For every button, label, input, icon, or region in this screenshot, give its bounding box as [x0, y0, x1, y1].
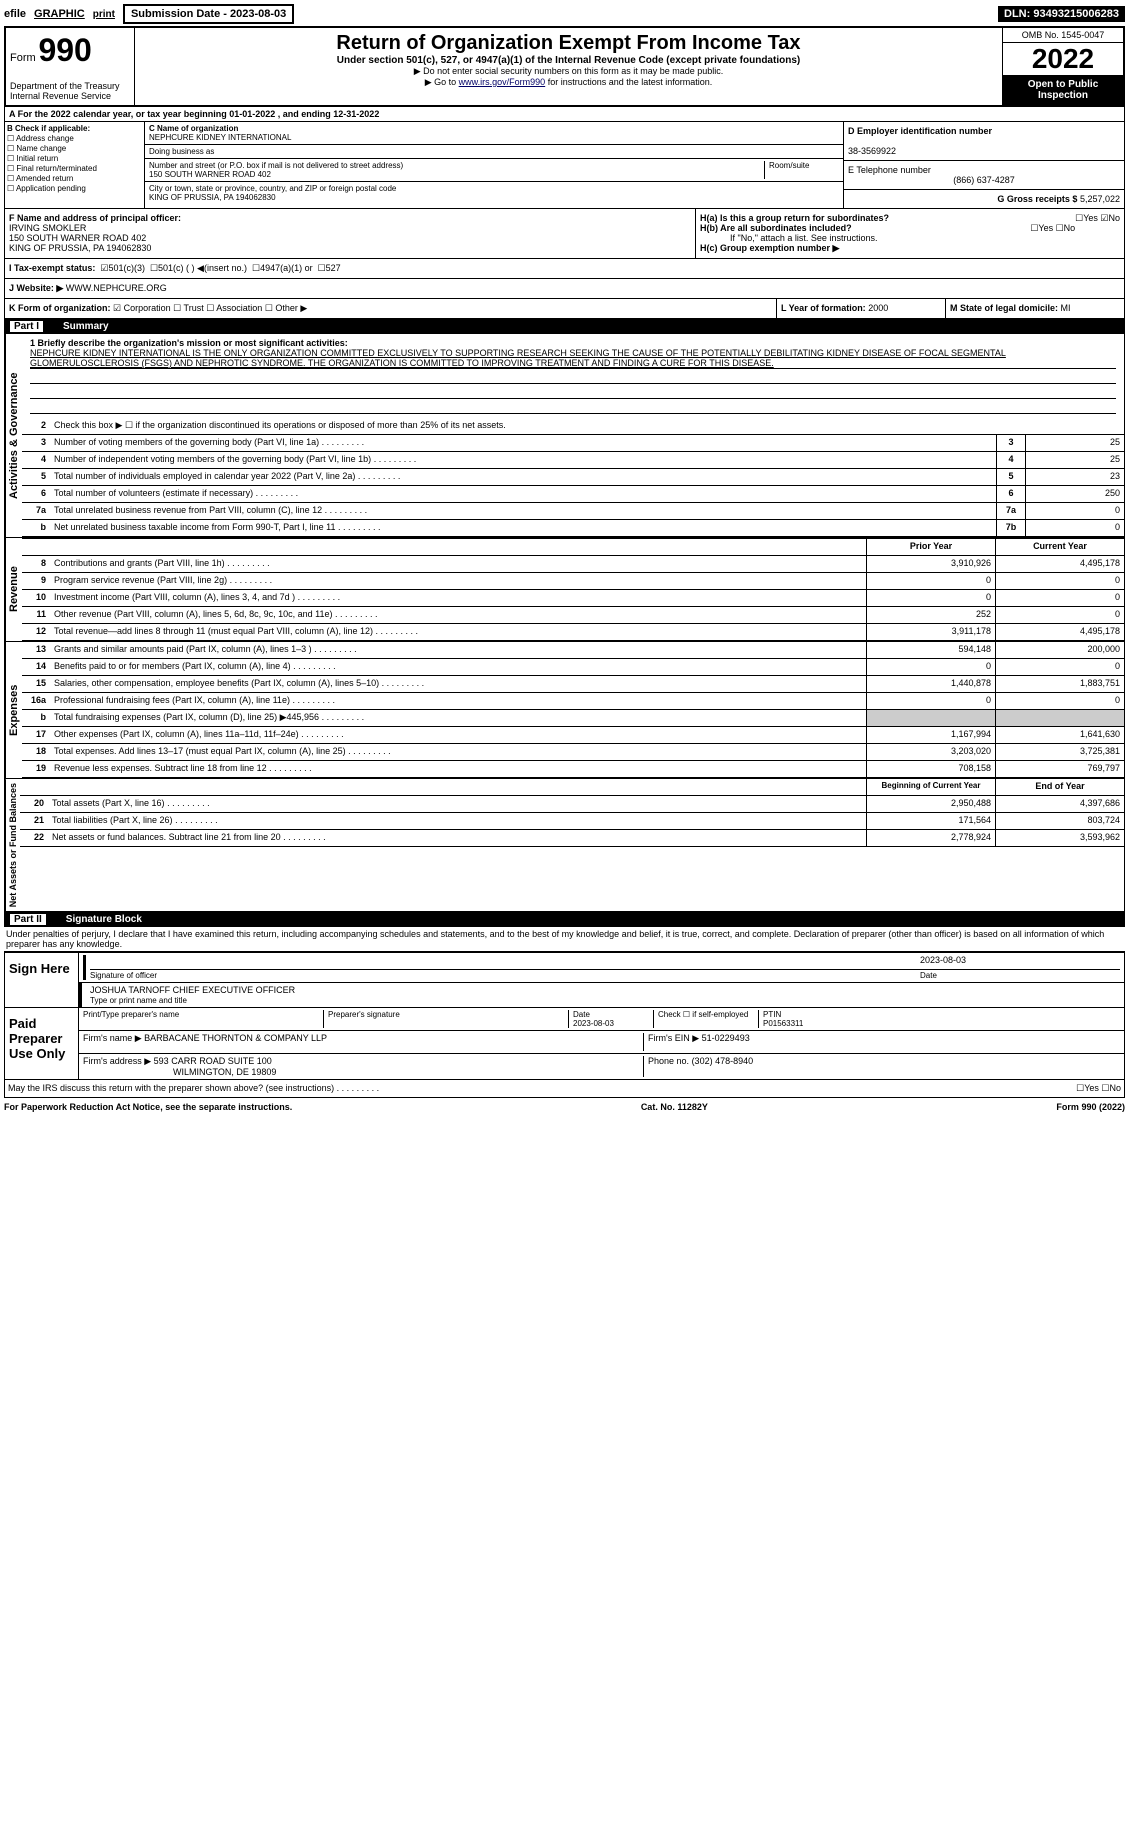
dln-label: DLN: 93493215006283	[998, 6, 1125, 22]
summary-line: 10Investment income (Part VIII, column (…	[22, 590, 1124, 607]
summary-line: 15Salaries, other compensation, employee…	[22, 676, 1124, 693]
website-url: WWW.NEPHCURE.ORG	[66, 283, 167, 294]
check-final[interactable]: ☐ Final return/terminated	[7, 164, 142, 173]
check-name[interactable]: ☐ Name change	[7, 144, 142, 153]
summary-line: 16aProfessional fundraising fees (Part I…	[22, 693, 1124, 710]
right-info: D Employer identification number 38-3569…	[843, 122, 1124, 208]
org-address: 150 SOUTH WARNER ROAD 402	[149, 170, 271, 179]
check-pending[interactable]: ☐ Application pending	[7, 184, 142, 193]
summary-line: 3Number of voting members of the governi…	[22, 435, 1124, 452]
irs-label: Internal Revenue Service	[10, 91, 130, 101]
vert-netassets: Net Assets or Fund Balances	[5, 779, 20, 911]
summary-line: 4Number of independent voting members of…	[22, 452, 1124, 469]
summary-line: 14Benefits paid to or for members (Part …	[22, 659, 1124, 676]
form-header-right: OMB No. 1545-0047 2022 Open to Public In…	[1002, 28, 1123, 105]
summary-line: 13Grants and similar amounts paid (Part …	[22, 642, 1124, 659]
expenses-section: Expenses 13Grants and similar amounts pa…	[4, 642, 1125, 779]
vert-revenue: Revenue	[5, 538, 22, 641]
omb-label: OMB No. 1545-0047	[1003, 28, 1123, 43]
sign-block: Sign Here Signature of officer 2023-08-0…	[4, 952, 1125, 1008]
section-j: J Website: ▶ WWW.NEPHCURE.ORG	[4, 279, 1125, 299]
paid-preparer-label: Paid Preparer Use Only	[5, 1008, 78, 1079]
section-bcdefg: B Check if applicable: ☐ Address change …	[4, 122, 1125, 209]
summary-line: 2Check this box ▶ ☐ if the organization …	[22, 418, 1124, 435]
phone: (866) 637-4287	[848, 175, 1120, 185]
gross-receipts: 5,257,022	[1080, 194, 1120, 204]
irs-link[interactable]: www.irs.gov/Form990	[459, 77, 546, 87]
summary-line: 20Total assets (Part X, line 16)2,950,48…	[20, 796, 1124, 813]
summary-line: 6Total number of volunteers (estimate if…	[22, 486, 1124, 503]
mission-block: 1 Briefly describe the organization's mi…	[22, 334, 1124, 418]
check-address[interactable]: ☐ Address change	[7, 134, 142, 143]
form-label: Form	[10, 52, 36, 64]
form-header-left: Form 990 Department of the Treasury Inte…	[6, 28, 135, 105]
org-info: C Name of organization NEPHCURE KIDNEY I…	[145, 122, 843, 208]
summary-line: 12Total revenue—add lines 8 through 11 (…	[22, 624, 1124, 641]
form-header-center: Return of Organization Exempt From Incom…	[135, 28, 1002, 105]
ein: 38-3569922	[848, 146, 896, 156]
dept-label: Department of the Treasury	[10, 81, 130, 91]
check-amended[interactable]: ☐ Amended return	[7, 174, 142, 183]
form-header: Form 990 Department of the Treasury Inte…	[4, 26, 1125, 107]
officer-sig-name: JOSHUA TARNOFF CHIEF EXECUTIVE OFFICER	[90, 985, 1120, 995]
summary-line: 11Other revenue (Part VIII, column (A), …	[22, 607, 1124, 624]
section-klm: K Form of organization: ☑ Corporation ☐ …	[4, 299, 1125, 319]
summary-line: bNet unrelated business taxable income f…	[22, 520, 1124, 537]
vert-expenses: Expenses	[5, 642, 22, 778]
open-inspect: Open to Public Inspection	[1003, 75, 1123, 105]
part1-header: Part I Summary	[4, 319, 1125, 334]
form-title: Return of Organization Exempt From Incom…	[139, 32, 998, 55]
summary-line: 22Net assets or fund balances. Subtract …	[20, 830, 1124, 847]
netassets-section: Net Assets or Fund Balances Beginning of…	[4, 779, 1125, 912]
graphic-label: GRAPHIC	[34, 8, 85, 20]
print-link[interactable]: print	[93, 9, 115, 20]
tax-year: 2022	[1003, 43, 1123, 75]
vert-governance: Activities & Governance	[5, 334, 22, 537]
summary-line: 8Contributions and grants (Part VIII, li…	[22, 556, 1124, 573]
summary-line: 19Revenue less expenses. Subtract line 1…	[22, 761, 1124, 778]
summary-line: 7aTotal unrelated business revenue from …	[22, 503, 1124, 520]
form-note2: ▶ Go to www.irs.gov/Form990 for instruct…	[139, 77, 998, 88]
section-i: I Tax-exempt status: ☑ 501(c)(3) ☐ 501(c…	[4, 259, 1125, 279]
summary-line: 17Other expenses (Part IX, column (A), l…	[22, 727, 1124, 744]
org-name: NEPHCURE KIDNEY INTERNATIONAL	[149, 133, 291, 142]
form-note1: ▶ Do not enter social security numbers o…	[139, 66, 998, 77]
submission-box: Submission Date - 2023-08-03	[123, 4, 294, 24]
form-number: 990	[38, 32, 91, 68]
officer-name: IRVING SMOKLER	[9, 223, 86, 233]
summary-line: 9Program service revenue (Part VIII, lin…	[22, 573, 1124, 590]
firm-name: BARBACANE THORNTON & COMPANY LLP	[144, 1033, 327, 1043]
preparer-block: Paid Preparer Use Only Print/Type prepar…	[4, 1008, 1125, 1080]
summary-line: bTotal fundraising expenses (Part IX, co…	[22, 710, 1124, 727]
section-fh: F Name and address of principal officer:…	[4, 209, 1125, 259]
summary-line: 21Total liabilities (Part X, line 26)171…	[20, 813, 1124, 830]
top-bar: efile GRAPHIC print Submission Date - 20…	[4, 4, 1125, 24]
footer: For Paperwork Reduction Act Notice, see …	[4, 1102, 1125, 1112]
part2-header: Part II Signature Block	[4, 912, 1125, 927]
form-subtitle: Under section 501(c), 527, or 4947(a)(1)…	[139, 55, 998, 66]
check-b-column: B Check if applicable: ☐ Address change …	[5, 122, 145, 208]
check-initial[interactable]: ☐ Initial return	[7, 154, 142, 163]
discuss-row: May the IRS discuss this return with the…	[4, 1080, 1125, 1098]
efile-label: efile	[4, 8, 26, 20]
summary-line: 18Total expenses. Add lines 13–17 (must …	[22, 744, 1124, 761]
sign-here-label: Sign Here	[5, 953, 78, 1007]
revenue-section: Revenue Prior Year Current Year 8Contrib…	[4, 538, 1125, 642]
mission-text: NEPHCURE KIDNEY INTERNATIONAL IS THE ONL…	[30, 348, 1116, 369]
declaration: Under penalties of perjury, I declare th…	[4, 927, 1125, 952]
period-row: A For the 2022 calendar year, or tax yea…	[4, 107, 1125, 122]
governance-section: Activities & Governance 1 Briefly descri…	[4, 334, 1125, 538]
summary-line: 5Total number of individuals employed in…	[22, 469, 1124, 486]
org-city: KING OF PRUSSIA, PA 194062830	[149, 193, 276, 202]
